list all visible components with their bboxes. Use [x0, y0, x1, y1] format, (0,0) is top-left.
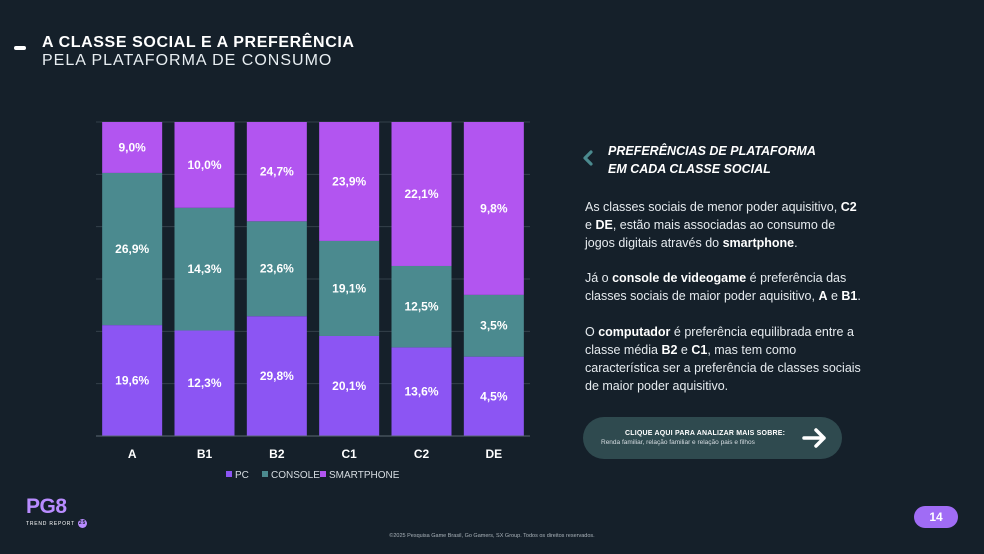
legend-label-pc: PC — [235, 470, 249, 481]
x-tick-label: DE — [485, 447, 502, 461]
bar-label-pc-c2: 13,6% — [404, 385, 438, 399]
bar-label-console-b2: 23,6% — [260, 262, 294, 276]
x-tick-label: C1 — [341, 447, 357, 461]
x-tick-label: B2 — [269, 447, 285, 461]
bar-label-console-c2: 12,5% — [404, 300, 438, 314]
bar-pc-b2 — [246, 316, 307, 436]
bar-console-b1 — [174, 207, 235, 331]
bar-label-pc-b2: 29,8% — [260, 369, 294, 383]
bar-label-smartphone-de: 9,8% — [480, 201, 508, 215]
bar-smartphone-c2 — [391, 122, 452, 266]
page-number-badge: 14 — [914, 506, 958, 528]
cta-subtitle: Renda familiar, relação familiar e relaç… — [601, 439, 755, 446]
bar-pc-c2 — [391, 347, 452, 436]
bar-label-pc-a: 19,6% — [115, 374, 149, 388]
legend-swatch-console — [262, 471, 268, 477]
bar-pc-de — [463, 356, 524, 436]
legend-swatch-smartphone — [320, 471, 326, 477]
bar-label-smartphone-c1: 23,9% — [332, 174, 366, 188]
bar-label-smartphone-b1: 10,0% — [187, 158, 221, 172]
bar-pc-b1 — [174, 330, 235, 436]
x-tick-label: B1 — [197, 447, 213, 461]
x-tick-label: A — [128, 447, 137, 461]
bar-label-console-c1: 19,1% — [332, 281, 366, 295]
bar-label-smartphone-b2: 24,7% — [260, 165, 294, 179]
chevron-left-icon — [583, 150, 593, 166]
bar-smartphone-b1 — [174, 122, 235, 208]
bar-label-smartphone-c2: 22,1% — [404, 187, 438, 201]
more-info-button[interactable]: CLIQUE AQUI PARA ANALIZAR MAIS SOBRE: Re… — [583, 417, 842, 459]
cta-title: CLIQUE AQUI PARA ANALIZAR MAIS SOBRE: — [625, 430, 786, 437]
bar-smartphone-c1 — [319, 122, 380, 241]
bar-console-de — [463, 294, 524, 357]
stacked-bar-chart: 19,6% 26,9% 9,0% A 12,3% 14,3% 10,0% B1 29,8% 23,… — [96, 121, 530, 481]
bar-console-c1 — [319, 240, 380, 336]
side-title: PREFERÊNCIAS DE PLATAFORMA EM CADA CLASS… — [608, 144, 816, 176]
bar-label-pc-de: 4,5% — [480, 389, 508, 403]
bar-console-c2 — [391, 265, 452, 348]
bar-label-smartphone-a: 9,0% — [118, 140, 146, 154]
x-tick-label: C2 — [414, 447, 430, 461]
arrow-right-icon — [802, 428, 826, 448]
bar-pc-a — [102, 325, 163, 436]
bar-console-a — [102, 172, 163, 326]
legend-label-smartphone: SMARTPHONE — [329, 470, 400, 481]
bar-smartphone-de — [463, 122, 524, 295]
bar-label-pc-b1: 12,3% — [187, 376, 221, 390]
bar-label-console-b1: 14,3% — [187, 262, 221, 276]
bar-label-console-a: 26,9% — [115, 242, 149, 256]
legend-label-console: CONSOLE — [271, 470, 320, 481]
bar-label-pc-c1: 20,1% — [332, 379, 366, 393]
bar-label-console-de: 3,5% — [480, 319, 508, 333]
pgb-logo: PG8 TREND REPORT 25 — [26, 495, 87, 528]
title-dash — [14, 46, 26, 50]
paragraph-console: Já o console de videogame é preferência … — [585, 271, 861, 303]
legend-swatch-pc — [226, 471, 232, 477]
bar-console-b2 — [246, 221, 307, 317]
copyright-footer: ©2025 Pesquisa Game Brasil, Go Gamers, S… — [389, 533, 595, 539]
paragraph-pc: O computador é preferência equilibrada e… — [585, 325, 861, 393]
bar-smartphone-a — [102, 122, 163, 173]
page-subtitle: PELA PLATAFORMA DE CONSUMO — [42, 52, 333, 69]
bar-smartphone-b2 — [246, 122, 307, 222]
bar-pc-c1 — [319, 335, 380, 436]
page-title: A CLASSE SOCIAL E A PREFERÊNCIA — [42, 34, 355, 51]
paragraph-mobile: As classes sociais de menor poder aquisi… — [585, 200, 857, 250]
